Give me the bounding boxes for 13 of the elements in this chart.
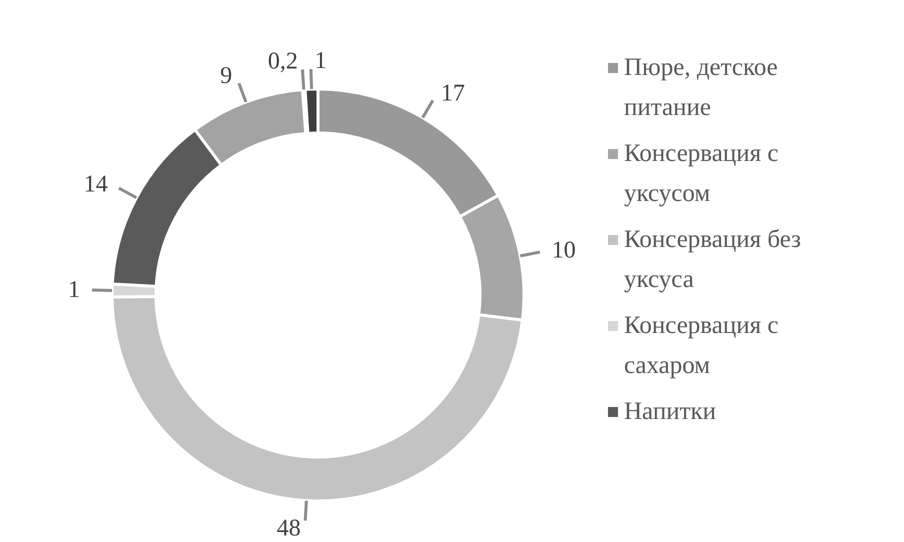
data-label: 0,2 [268, 48, 298, 75]
data-label: 14 [84, 171, 108, 198]
data-label: 1 [68, 276, 80, 303]
data-label: 17 [440, 80, 465, 106]
data-label: 48 [276, 516, 301, 542]
legend-label: Пюре, детское питание [624, 53, 779, 123]
legend-label: Напитки [624, 397, 718, 427]
legend-label: Консервация с сахаром [624, 311, 780, 381]
legend-label: Консервация с уксусом [624, 139, 780, 209]
data-label: 9 [220, 62, 232, 89]
data-label: 1 [314, 48, 327, 74]
legend-label: Консервация без уксуса [624, 225, 802, 295]
data-label: 10 [552, 238, 576, 264]
